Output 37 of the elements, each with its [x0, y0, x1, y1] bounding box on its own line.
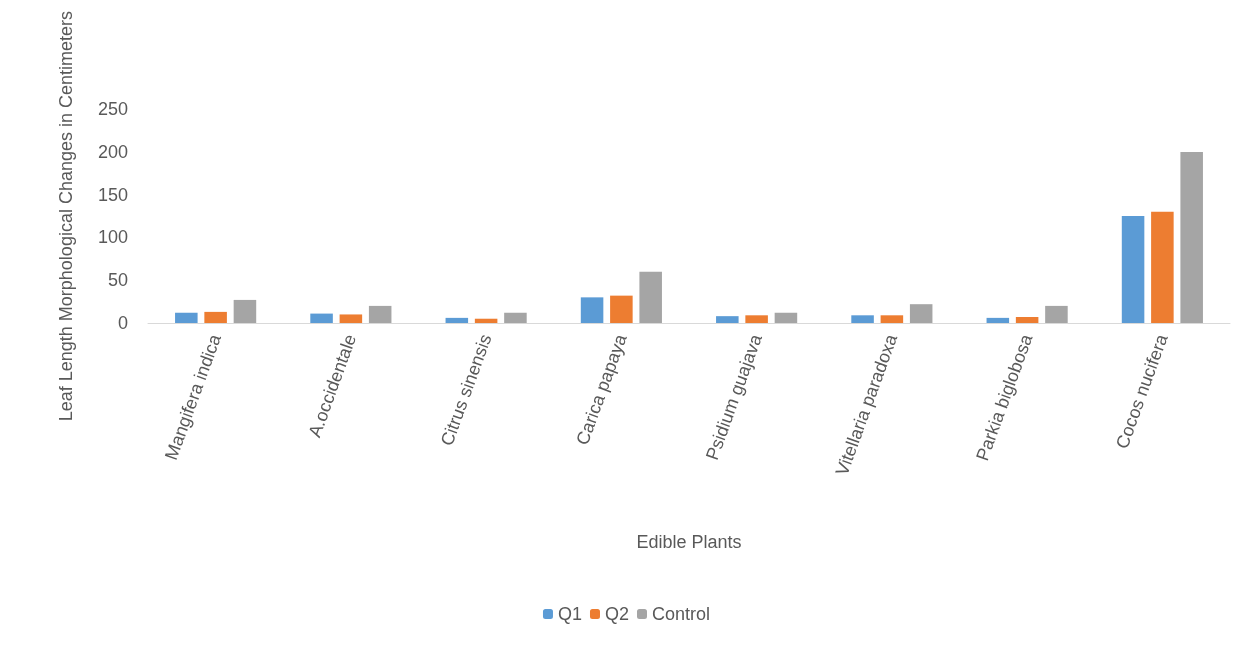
bar	[233, 299, 257, 323]
bar	[175, 312, 198, 323]
y-tick-label: 50	[107, 270, 128, 291]
bar	[339, 314, 363, 323]
y-tick-label: 100	[97, 227, 128, 248]
bar	[310, 313, 333, 323]
bar	[1121, 216, 1145, 323]
y-tick-label: 150	[97, 184, 128, 205]
y-axis-title: Leaf Length Morphological Changes in Centimeters	[56, 11, 76, 422]
legend-label: Q2	[604, 604, 629, 624]
bar	[580, 297, 604, 323]
legend-label: Control	[652, 604, 711, 624]
bar	[368, 305, 392, 323]
bar	[474, 318, 498, 323]
bar	[745, 315, 768, 323]
bar	[716, 316, 739, 323]
bar	[880, 315, 904, 323]
y-tick-label: 0	[117, 313, 128, 333]
bar	[639, 271, 662, 323]
bar	[204, 311, 227, 323]
bar	[909, 304, 933, 323]
y-tick-label: 250	[97, 99, 128, 120]
bar	[1180, 152, 1203, 323]
x-tick-label: Citrus sinensis	[436, 331, 496, 449]
legend-label: Q1	[557, 604, 582, 624]
x-axis-title: Edible Plants	[636, 532, 742, 552]
bar	[774, 312, 798, 323]
bar	[851, 315, 874, 323]
x-tick-label: Carica papaya	[572, 330, 632, 448]
bar	[1151, 211, 1174, 323]
bar	[986, 317, 1010, 323]
bar	[1045, 305, 1068, 323]
bar	[1015, 317, 1039, 323]
bar	[610, 295, 633, 323]
bar	[445, 317, 469, 323]
y-tick-label: 200	[97, 142, 128, 162]
bar	[504, 312, 527, 323]
